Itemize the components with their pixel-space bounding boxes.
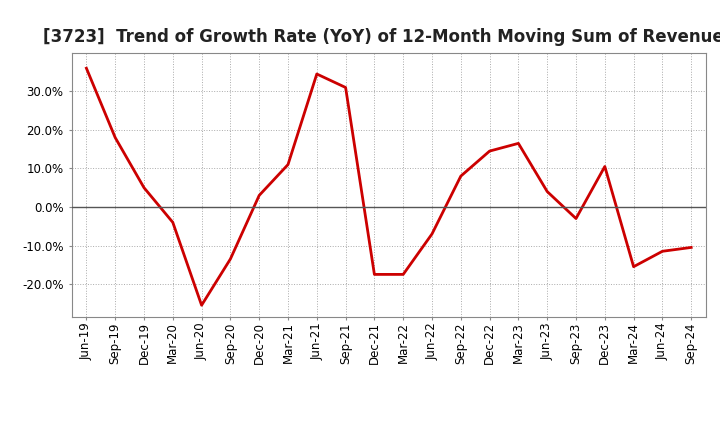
Title: [3723]  Trend of Growth Rate (YoY) of 12-Month Moving Sum of Revenues: [3723] Trend of Growth Rate (YoY) of 12-… bbox=[43, 28, 720, 46]
